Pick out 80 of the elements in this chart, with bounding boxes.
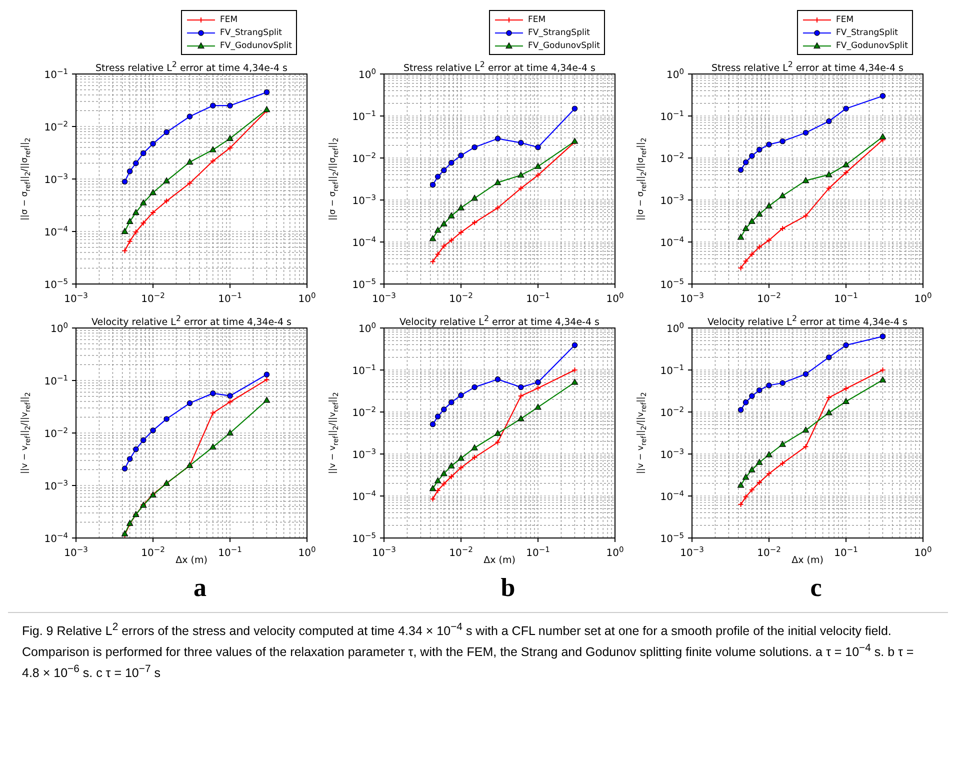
y-tick-label: 10$^{−1}$ xyxy=(44,66,68,81)
legend-label: FEM xyxy=(528,14,546,24)
x-axis-title: Δx (m) xyxy=(176,555,208,566)
y-tick-label: 10$^{−3}$ xyxy=(352,192,376,207)
x-tick-label: 10$^{−1}$ xyxy=(218,290,242,305)
x-tick-label: 10$^{0}$ xyxy=(914,544,932,559)
chart-title: Velocity relative L$^{2}$ error at time 4,34e-4 s xyxy=(400,314,600,328)
x-tick-label: 10$^{−3}$ xyxy=(372,290,396,305)
x-tick-label: 10$^{−1}$ xyxy=(834,544,858,559)
x-tick-label: 10$^{0}$ xyxy=(606,290,624,305)
x-tick-label: 10$^{0}$ xyxy=(606,544,624,559)
y-tick-label: 10$^{0}$ xyxy=(358,320,376,335)
y-tick-label: 10$^{−2}$ xyxy=(44,119,68,134)
chart-title: Stress relative L$^{2}$ error at time 4,34e-4 s xyxy=(404,60,596,74)
y-tick-label: 10$^{−1}$ xyxy=(352,108,376,123)
y-tick-label: 10$^{−4}$ xyxy=(660,488,684,503)
y-tick-label: 10$^{−5}$ xyxy=(352,530,376,545)
legend-label: FV_GodunovSplit xyxy=(528,40,600,50)
y-tick-label: 10$^{−1}$ xyxy=(44,373,68,388)
x-tick-label: 10$^{−3}$ xyxy=(680,544,704,559)
legend-label: FEM xyxy=(220,14,238,24)
legend-label: FV_GodunovSplit xyxy=(220,40,292,50)
y-tick-label: 10$^{−2}$ xyxy=(660,150,684,165)
y-tick-label: 10$^{−3}$ xyxy=(660,192,684,207)
text: b xyxy=(500,573,516,602)
y-tick-label: 10$^{−5}$ xyxy=(660,530,684,545)
x-tick-label: 10$^{0}$ xyxy=(298,290,316,305)
y-tick-label: 10$^{−4}$ xyxy=(352,234,376,249)
x-axis-title: Δx (m) xyxy=(792,555,824,566)
x-tick-label: 10$^{−3}$ xyxy=(64,544,88,559)
y-tick-label: 10$^{−1}$ xyxy=(660,108,684,123)
legend-label: FEM xyxy=(836,14,854,24)
x-axis-title: Δx (m) xyxy=(484,555,516,566)
x-tick-label: 10$^{−3}$ xyxy=(372,544,396,559)
text: a xyxy=(194,573,206,602)
x-tick-label: 10$^{−3}$ xyxy=(680,290,704,305)
y-tick-label: 10$^{−5}$ xyxy=(44,276,68,291)
text: c xyxy=(810,573,822,602)
x-tick-label: 10$^{−1}$ xyxy=(834,290,858,305)
legend-label: FV_GodunovSplit xyxy=(836,40,908,50)
x-tick-label: 10$^{0}$ xyxy=(298,544,316,559)
x-tick-label: 10$^{−2}$ xyxy=(449,544,474,559)
y-tick-label: 10$^{0}$ xyxy=(666,66,684,81)
y-tick-label: 10$^{−1}$ xyxy=(352,362,376,377)
y-tick-label: 10$^{−1}$ xyxy=(660,362,684,377)
y-tick-label: 10$^{−4}$ xyxy=(352,488,376,503)
chart-title: Velocity relative L$^{2}$ error at time 4,34e-4 s xyxy=(92,314,292,328)
y-tick-label: 10$^{0}$ xyxy=(50,320,68,335)
y-tick-label: 10$^{−4}$ xyxy=(44,224,68,238)
chart-title: Stress relative L$^{2}$ error at time 4,34e-4 s xyxy=(96,60,288,74)
legend-label: FV_StrangSplit xyxy=(220,28,282,38)
y-tick-label: 10$^{−3}$ xyxy=(44,478,68,492)
y-tick-label: 10$^{0}$ xyxy=(358,66,376,81)
x-tick-label: 10$^{−2}$ xyxy=(449,290,474,305)
x-tick-label: 10$^{−2}$ xyxy=(757,290,782,305)
legend-label: FV_StrangSplit xyxy=(528,28,590,38)
y-tick-label: 10$^{−3}$ xyxy=(44,172,68,186)
x-tick-label: 10$^{−2}$ xyxy=(141,290,166,305)
y-tick-label: 10$^{−2}$ xyxy=(44,426,68,440)
text: Fig. 9 Relative L$^{2}$ errors of the stress and velocity computed at time 4.34 × 10$^{−4}$ s with a CFL number set at one for a smooth profile of the initial velocity field. Comparison is performed for three values of the relaxation parameter τ, with the FEM, the Strang and Godunov splitting finite volume solutions. a τ = 10$^{−4}$ s. b τ = 4.8 × 10$^{−6}$ s. c τ = 10$^{−7}$ s xyxy=(22,622,914,680)
legend-label: FV_StrangSplit xyxy=(836,28,898,38)
x-tick-label: 10$^{−1}$ xyxy=(526,544,550,559)
y-tick-label: 10$^{−4}$ xyxy=(660,234,684,249)
x-tick-label: 10$^{0}$ xyxy=(914,290,932,305)
y-tick-label: 10$^{−4}$ xyxy=(44,530,68,545)
y-tick-label: 10$^{0}$ xyxy=(666,320,684,335)
y-tick-label: 10$^{−2}$ xyxy=(352,404,376,419)
x-tick-label: 10$^{−1}$ xyxy=(218,544,242,559)
x-tick-label: 10$^{−2}$ xyxy=(141,544,166,559)
x-tick-label: 10$^{−1}$ xyxy=(526,290,550,305)
y-tick-label: 10$^{−5}$ xyxy=(352,276,376,291)
y-tick-label: 10$^{−5}$ xyxy=(660,276,684,291)
y-tick-label: 10$^{−2}$ xyxy=(352,150,376,165)
x-tick-label: 10$^{−3}$ xyxy=(64,290,88,305)
y-tick-label: 10$^{−3}$ xyxy=(660,446,684,461)
y-tick-label: 10$^{−2}$ xyxy=(660,404,684,419)
y-tick-label: 10$^{−3}$ xyxy=(352,446,376,461)
chart-title: Velocity relative L$^{2}$ error at time 4,34e-4 s xyxy=(708,314,908,328)
chart-title: Stress relative L$^{2}$ error at time 4,34e-4 s xyxy=(712,60,904,74)
x-tick-label: 10$^{−2}$ xyxy=(757,544,782,559)
